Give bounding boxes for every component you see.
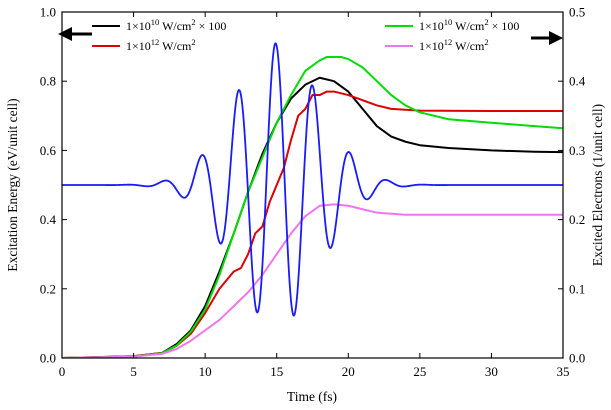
series-line-2 <box>62 90 563 358</box>
legend-label: 1×1010 W/cm2 × 100 <box>419 17 519 33</box>
left-axis-arrow <box>58 27 92 41</box>
series-layer <box>62 42 563 358</box>
x-tick-label: 30 <box>485 364 498 379</box>
y-tick-label-left: 0.4 <box>40 212 57 227</box>
y-axis-title-right: Excited Electrons (1/unit cell) <box>590 104 605 266</box>
legend-label: 1×1012 W/cm2 <box>419 37 489 53</box>
x-tick-label: 20 <box>342 364 355 379</box>
y-axis-title-left: Excitation Energy (eV/unit cell) <box>5 98 20 271</box>
legend-left: 1×1010 W/cm2 × 100 1×1012 W/cm2 <box>92 17 226 53</box>
y-tick-label-right: 0.0 <box>569 351 585 366</box>
x-tick-label: 25 <box>413 364 426 379</box>
legend-label: 1×1012 W/cm2 <box>126 37 196 53</box>
y-tick-label-left: 1.0 <box>40 5 56 20</box>
x-tick-label: 15 <box>270 364 283 379</box>
y-tick-label-right: 0.5 <box>569 5 585 20</box>
series-line-1 <box>62 76 563 358</box>
y-tick-label-right: 0.4 <box>569 74 586 89</box>
y-tick-label-right: 0.1 <box>569 281 585 296</box>
y-tick-label-right: 0.2 <box>569 212 585 227</box>
y-tick-label-left: 0.0 <box>40 351 56 366</box>
ticks-layer: 0 5 10 15 20 25 30 350.00.20.40.60.81.00.00.10.… <box>40 5 586 380</box>
right-axis-arrow <box>531 31 563 45</box>
series-line-4 <box>62 203 563 358</box>
plot-frame <box>61 11 564 359</box>
y-tick-label-left: 0.2 <box>40 281 56 296</box>
y-tick-label-right: 0.3 <box>569 143 585 158</box>
x-tick-label: 10 <box>199 364 212 379</box>
series-line-5 <box>62 42 563 317</box>
x-tick-label: 5 <box>130 364 137 379</box>
legend-label: 1×1010 W/cm2 × 100 <box>126 17 226 33</box>
series-line-3 <box>62 55 563 358</box>
x-tick-label: 0 <box>59 364 66 379</box>
legend-right: 1×1010 W/cm2 × 100 1×1012 W/cm2 <box>385 17 519 53</box>
x-axis-title: Time (fs) <box>287 389 337 404</box>
y-tick-label-left: 0.6 <box>40 143 57 158</box>
y-tick-label-left: 0.8 <box>40 74 56 89</box>
x-tick-label: 35 <box>557 364 570 379</box>
